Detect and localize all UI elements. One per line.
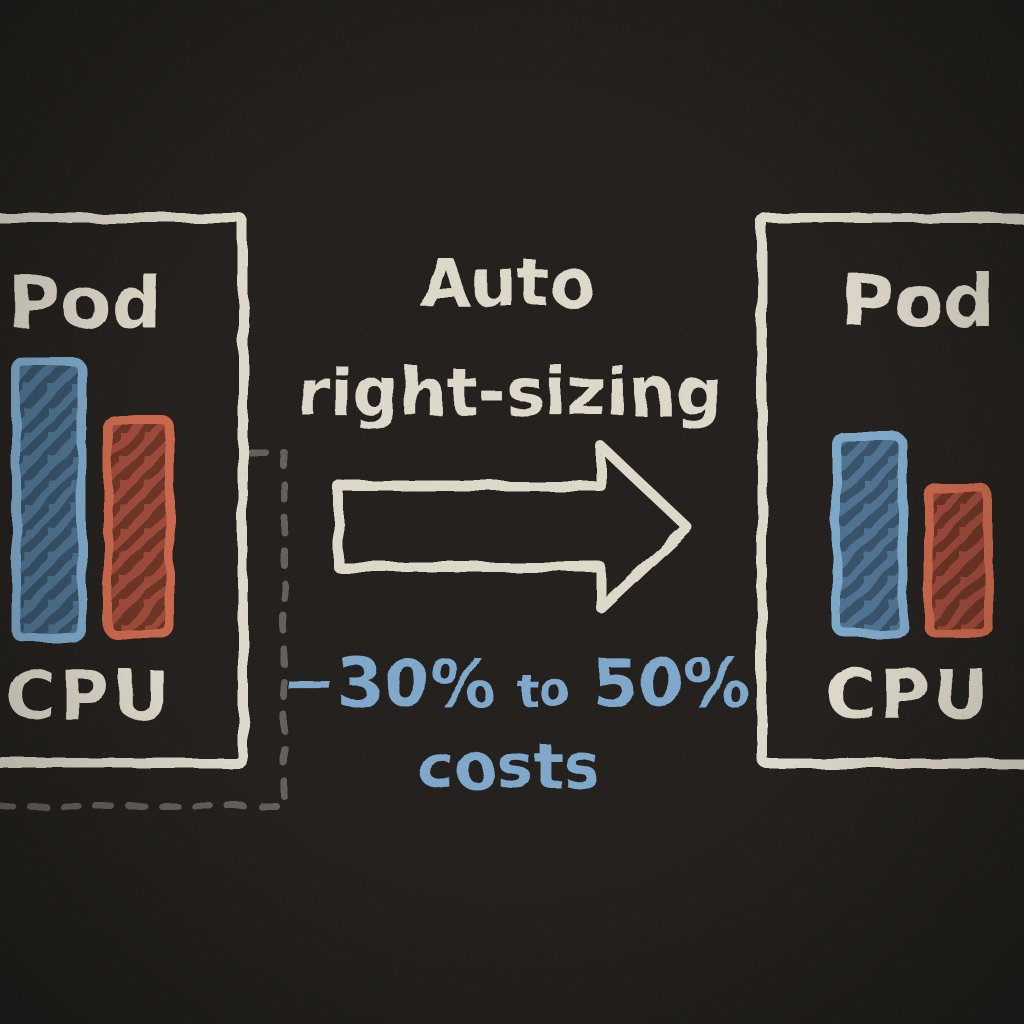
pod-before-blue-bar bbox=[11, 357, 87, 643]
savings-range-end: 50% bbox=[592, 645, 750, 722]
pod-after-cpu-label: CPU bbox=[826, 656, 993, 735]
pod-before-title: Pod bbox=[8, 261, 162, 345]
pod-after-group: Pod CPU bbox=[757, 213, 1024, 768]
savings-range: −30% to 50% bbox=[282, 645, 750, 722]
pod-before-dashed-outline bbox=[0, 448, 288, 810]
pod-after-box bbox=[757, 213, 1024, 768]
heading-group: Auto right-sizing bbox=[297, 245, 723, 431]
pod-after-blue-bar bbox=[832, 432, 908, 638]
pod-before-group: Pod CPU bbox=[0, 213, 288, 810]
heading-line2: right-sizing bbox=[297, 354, 723, 431]
savings-group: −30% to 50% costs bbox=[282, 645, 750, 803]
pod-after-title: Pod bbox=[841, 259, 995, 343]
savings-connector: to bbox=[517, 663, 571, 717]
pod-before-blue-bar-hatch bbox=[16, 362, 82, 638]
pod-before-red-bar bbox=[103, 415, 175, 639]
pod-before-box bbox=[0, 213, 248, 768]
pod-before-red-bar-hatch bbox=[108, 420, 170, 634]
pod-before-cpu-label: CPU bbox=[6, 657, 173, 736]
heading-line1: Auto bbox=[420, 245, 595, 322]
savings-line2: costs bbox=[418, 730, 601, 803]
savings-range-start: −30% bbox=[282, 645, 495, 722]
arrow-right-icon bbox=[333, 441, 692, 613]
pod-after-blue-bar-hatch bbox=[837, 437, 903, 633]
pod-after-red-bar-hatch bbox=[928, 488, 988, 633]
pod-after-red-bar bbox=[923, 483, 993, 638]
